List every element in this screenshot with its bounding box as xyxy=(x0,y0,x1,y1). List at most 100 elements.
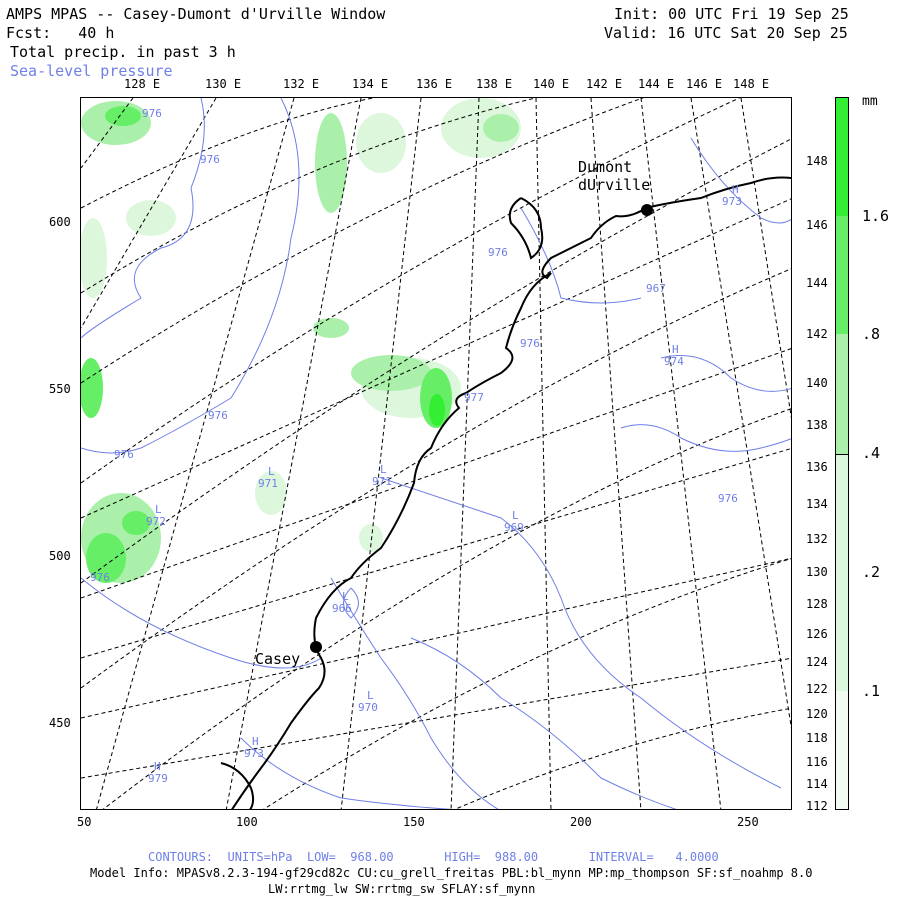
legend-label: .2 xyxy=(862,563,881,581)
right-lon-label: 138 E xyxy=(806,418,843,432)
dumont-durville-label: Dumont dUrville xyxy=(578,158,651,194)
precip-area xyxy=(86,533,126,583)
top-lon-label: 134 E xyxy=(352,77,389,91)
model-info-2: LW:rrtmg_lw SW:rrtmg_sw SFLAY:sf_mynn xyxy=(268,882,536,896)
contour-info: CONTOURS: UNITS=hPa LOW= 968.00 HIGH= 98… xyxy=(148,850,719,864)
contour-label: 973 xyxy=(722,195,742,208)
slp-contour-line xyxy=(81,98,300,454)
slp-contour-line xyxy=(343,587,359,619)
x-tick-label: 250 xyxy=(737,815,759,829)
map-panel[interactable] xyxy=(80,97,792,810)
x-tick-label: 200 xyxy=(570,815,592,829)
contour-label: 976 xyxy=(208,409,228,422)
right-lon-label: 122 E xyxy=(806,682,843,696)
legend-swatch-0.1 xyxy=(836,691,848,809)
right-lon-label: 140 E xyxy=(806,376,843,390)
top-lon-label: 132 E xyxy=(283,77,320,91)
right-lon-label: 128 E xyxy=(806,597,843,611)
right-lon-label: 134 E xyxy=(806,497,843,511)
legend-unit: mm xyxy=(862,94,878,109)
field-precip-label: Total precip. in past 3 h xyxy=(10,43,236,61)
lon-line xyxy=(96,98,295,809)
top-lon-label: 140 E xyxy=(533,77,570,91)
lon-line xyxy=(740,98,791,419)
contour-label: 973 xyxy=(244,747,264,760)
precip-area xyxy=(255,471,287,515)
precip-area xyxy=(351,355,431,391)
slp-contour-line xyxy=(380,477,782,789)
lon-line xyxy=(450,98,480,809)
right-lon-label: 124 E xyxy=(806,655,843,669)
precip-area xyxy=(105,106,141,126)
contour-label: 971 xyxy=(258,477,278,490)
precip-shading xyxy=(81,98,521,583)
lat-line xyxy=(454,707,791,809)
contour-label: 976 xyxy=(142,107,162,120)
contour-label: 976 xyxy=(520,337,540,350)
right-lon-label: 142 E xyxy=(806,327,843,341)
lat-line xyxy=(263,558,791,809)
coastline-path xyxy=(220,762,255,809)
high-pressure-marker: H xyxy=(252,735,259,748)
lon-line xyxy=(81,98,217,329)
right-lon-label: 148 E xyxy=(806,154,843,168)
lon-line xyxy=(81,198,791,519)
coastline-path xyxy=(231,176,791,809)
lon-line xyxy=(81,657,791,779)
low-pressure-marker: L xyxy=(512,509,519,522)
dumont-durville-station-marker[interactable] xyxy=(641,204,653,216)
top-lon-label: 142 E xyxy=(586,77,623,91)
precip-area xyxy=(81,218,107,298)
right-lon-label: 132 E xyxy=(806,532,843,546)
lon-line xyxy=(535,98,552,809)
lon-line xyxy=(81,557,791,719)
x-tick-label: 150 xyxy=(403,815,425,829)
slp-contour-line xyxy=(240,737,453,809)
legend-swatch-0.2 xyxy=(836,455,848,691)
casey-label: Casey xyxy=(255,650,301,668)
lat-lon-grid xyxy=(81,98,791,809)
right-lon-label: 130 E xyxy=(806,565,843,579)
slp-contour-line xyxy=(520,207,642,304)
top-lon-label: 146 E xyxy=(686,77,723,91)
right-lon-label: 136 E xyxy=(806,460,843,474)
precip-area xyxy=(429,394,445,426)
precip-area xyxy=(315,113,347,213)
lat-line xyxy=(102,408,791,809)
low-pressure-marker: L xyxy=(367,689,374,702)
precip-area xyxy=(359,524,383,552)
contour-label: 976 xyxy=(488,246,508,259)
lon-line xyxy=(81,448,791,659)
contour-label: 976 xyxy=(718,492,738,505)
model-info: Model Info: MPASv8.2.3-194-gf29cd82c CU:… xyxy=(90,866,813,880)
right-lon-label: 114 E xyxy=(806,777,843,791)
contour-label: 977 xyxy=(464,391,484,404)
legend-label: .1 xyxy=(862,682,881,700)
coastline-island xyxy=(508,197,544,260)
slp-contour-line xyxy=(690,137,791,224)
top-lon-label: 138 E xyxy=(476,77,513,91)
casey-station-marker[interactable] xyxy=(310,641,322,653)
right-lon-label: 144 E xyxy=(806,276,843,290)
contour-label: 970 xyxy=(358,701,378,714)
legend-swatch-1.6 xyxy=(836,98,848,216)
legend-label: .8 xyxy=(862,325,881,343)
right-lon-label: 116 E xyxy=(806,755,843,769)
slp-contour-line xyxy=(81,98,205,339)
lon-line xyxy=(590,98,642,809)
slp-contour-line xyxy=(410,637,677,809)
lat-line xyxy=(81,98,741,484)
field-slp-label: Sea-level pressure xyxy=(10,62,173,80)
slp-contour-line xyxy=(330,577,499,809)
lat-line xyxy=(81,98,538,294)
high-pressure-marker: H xyxy=(732,183,739,196)
contour-label: 976 xyxy=(90,571,110,584)
lon-line xyxy=(690,98,791,729)
top-lon-label: 130 E xyxy=(205,77,242,91)
x-tick-label: 100 xyxy=(236,815,258,829)
slp-contours xyxy=(81,98,791,809)
low-pressure-marker: L xyxy=(268,465,275,478)
slp-contour-line xyxy=(660,355,791,392)
y-tick-label: 450 xyxy=(49,716,71,730)
right-lon-label: 126 E xyxy=(806,627,843,641)
